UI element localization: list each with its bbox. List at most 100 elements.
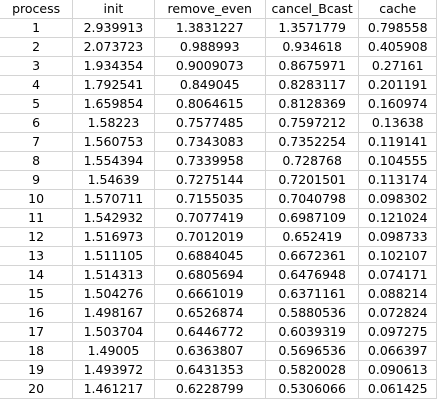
cell-cancel-bcast[interactable]: 0.7040798	[264, 189, 360, 209]
cell-remove-even[interactable]: 0.9009073	[153, 56, 266, 76]
cell-process[interactable]: 15	[0, 284, 74, 304]
cell-init[interactable]: 1.934354	[72, 56, 155, 76]
cell-remove-even[interactable]: 0.7343083	[153, 132, 266, 152]
cell-cache[interactable]: 0.072824	[358, 303, 437, 323]
cell-remove-even[interactable]: 1.3831227	[153, 18, 266, 38]
cell-cache[interactable]: 0.27161	[358, 56, 437, 76]
cell-remove-even[interactable]: 0.6884045	[153, 246, 266, 266]
cell-cache[interactable]: 0.405908	[358, 37, 437, 57]
cell-process[interactable]: 17	[0, 322, 74, 342]
cell-cache[interactable]: 0.074171	[358, 265, 437, 285]
cell-init[interactable]: 1.659854	[72, 94, 155, 114]
cell-cancel-bcast[interactable]: 0.5820028	[264, 360, 360, 380]
cell-remove-even[interactable]: 0.6431353	[153, 360, 266, 380]
header-init[interactable]: init	[72, 0, 155, 19]
cell-process[interactable]: 16	[0, 303, 74, 323]
cell-cache[interactable]: 0.097275	[358, 322, 437, 342]
cell-init[interactable]: 1.461217	[72, 379, 155, 399]
cell-process[interactable]: 7	[0, 132, 74, 152]
cell-init[interactable]: 1.792541	[72, 75, 155, 95]
cell-remove-even[interactable]: 0.7577485	[153, 113, 266, 133]
cell-init[interactable]: 2.939913	[72, 18, 155, 38]
cell-process[interactable]: 13	[0, 246, 74, 266]
cell-remove-even[interactable]: 0.8064615	[153, 94, 266, 114]
cell-cache[interactable]: 0.113174	[358, 170, 437, 190]
cell-cache[interactable]: 0.088214	[358, 284, 437, 304]
cell-cache[interactable]: 0.061425	[358, 379, 437, 399]
cell-init[interactable]: 1.554394	[72, 151, 155, 171]
cell-process[interactable]: 11	[0, 208, 74, 228]
cell-remove-even[interactable]: 0.6446772	[153, 322, 266, 342]
cell-cancel-bcast[interactable]: 1.3571779	[264, 18, 360, 38]
cell-cache[interactable]: 0.160974	[358, 94, 437, 114]
cell-process[interactable]: 3	[0, 56, 74, 76]
cell-process[interactable]: 12	[0, 227, 74, 247]
cell-cancel-bcast[interactable]: 0.7201501	[264, 170, 360, 190]
cell-remove-even[interactable]: 0.6228799	[153, 379, 266, 399]
cell-process[interactable]: 9	[0, 170, 74, 190]
header-cancel-bcast[interactable]: cancel_Bcast	[264, 0, 360, 19]
cell-remove-even[interactable]: 0.7155035	[153, 189, 266, 209]
cell-process[interactable]: 2	[0, 37, 74, 57]
cell-init[interactable]: 1.560753	[72, 132, 155, 152]
cell-remove-even[interactable]: 0.6661019	[153, 284, 266, 304]
cell-process[interactable]: 6	[0, 113, 74, 133]
cell-process[interactable]: 4	[0, 75, 74, 95]
cell-cancel-bcast[interactable]: 0.5696536	[264, 341, 360, 361]
cell-remove-even[interactable]: 0.6805694	[153, 265, 266, 285]
cell-init[interactable]: 1.498167	[72, 303, 155, 323]
cell-cancel-bcast[interactable]: 0.5306066	[264, 379, 360, 399]
cell-cancel-bcast[interactable]: 0.6987109	[264, 208, 360, 228]
cell-remove-even[interactable]: 0.6526874	[153, 303, 266, 323]
cell-init[interactable]: 1.514313	[72, 265, 155, 285]
cell-cancel-bcast[interactable]: 0.6672361	[264, 246, 360, 266]
cell-remove-even[interactable]: 0.849045	[153, 75, 266, 95]
cell-cancel-bcast[interactable]: 0.8283117	[264, 75, 360, 95]
cell-cancel-bcast[interactable]: 0.7597212	[264, 113, 360, 133]
cell-remove-even[interactable]: 0.988993	[153, 37, 266, 57]
cell-cancel-bcast[interactable]: 0.8675971	[264, 56, 360, 76]
cell-cancel-bcast[interactable]: 0.728768	[264, 151, 360, 171]
header-cache[interactable]: cache	[358, 0, 437, 19]
cell-cache[interactable]: 0.090613	[358, 360, 437, 380]
cell-cache[interactable]: 0.066397	[358, 341, 437, 361]
cell-init[interactable]: 1.542932	[72, 208, 155, 228]
cell-cancel-bcast[interactable]: 0.652419	[264, 227, 360, 247]
cell-remove-even[interactable]: 0.7012019	[153, 227, 266, 247]
cell-cancel-bcast[interactable]: 0.6039319	[264, 322, 360, 342]
cell-cache[interactable]: 0.104555	[358, 151, 437, 171]
cell-cache[interactable]: 0.102107	[358, 246, 437, 266]
cell-cancel-bcast[interactable]: 0.8128369	[264, 94, 360, 114]
cell-init[interactable]: 1.49005	[72, 341, 155, 361]
header-remove-even[interactable]: remove_even	[153, 0, 266, 19]
cell-init[interactable]: 1.54639	[72, 170, 155, 190]
cell-process[interactable]: 19	[0, 360, 74, 380]
cell-init[interactable]: 1.511105	[72, 246, 155, 266]
cell-init[interactable]: 1.504276	[72, 284, 155, 304]
cell-remove-even[interactable]: 0.7077419	[153, 208, 266, 228]
cell-process[interactable]: 1	[0, 18, 74, 38]
cell-cache[interactable]: 0.13638	[358, 113, 437, 133]
cell-cache[interactable]: 0.121024	[358, 208, 437, 228]
cell-cancel-bcast[interactable]: 0.6371161	[264, 284, 360, 304]
cell-init[interactable]: 1.503704	[72, 322, 155, 342]
cell-init[interactable]: 1.58223	[72, 113, 155, 133]
cell-cache[interactable]: 0.119141	[358, 132, 437, 152]
header-process[interactable]: process	[0, 0, 74, 19]
cell-process[interactable]: 20	[0, 379, 74, 399]
cell-cache[interactable]: 0.798558	[358, 18, 437, 38]
cell-cancel-bcast[interactable]: 0.7352254	[264, 132, 360, 152]
cell-process[interactable]: 14	[0, 265, 74, 285]
cell-process[interactable]: 18	[0, 341, 74, 361]
cell-cache[interactable]: 0.201191	[358, 75, 437, 95]
cell-init[interactable]: 1.516973	[72, 227, 155, 247]
cell-cache[interactable]: 0.098302	[358, 189, 437, 209]
cell-init[interactable]: 2.073723	[72, 37, 155, 57]
cell-init[interactable]: 1.570711	[72, 189, 155, 209]
cell-cache[interactable]: 0.098733	[358, 227, 437, 247]
cell-process[interactable]: 10	[0, 189, 74, 209]
cell-remove-even[interactable]: 0.7339958	[153, 151, 266, 171]
cell-remove-even[interactable]: 0.7275144	[153, 170, 266, 190]
cell-remove-even[interactable]: 0.6363807	[153, 341, 266, 361]
cell-cancel-bcast[interactable]: 0.5880536	[264, 303, 360, 323]
